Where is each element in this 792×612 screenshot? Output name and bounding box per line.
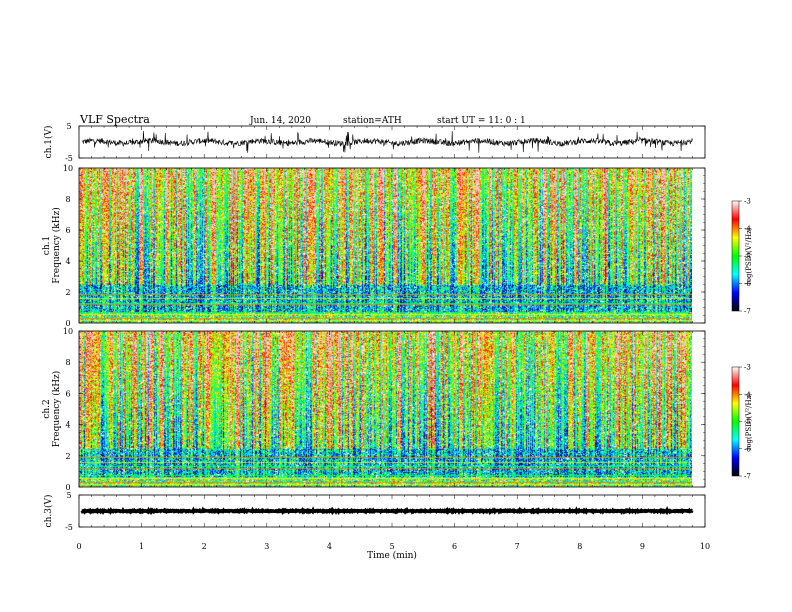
colorbar-label: log(PSD)(V²/Hz) [745, 393, 753, 450]
ch1-colorbar: -3 -4 -5 -6 -7 log(PSD)(V²/Hz) [731, 198, 753, 316]
xtick-label: 2 [202, 542, 207, 551]
start-time-label: start UT = 11: 0 : 1 [437, 116, 526, 126]
xtick-label: 4 [327, 542, 332, 551]
colorbar-tick-label: -5 [744, 253, 751, 261]
ytick-label: 4 [65, 257, 70, 266]
ch1-spectrogram-raster [79, 168, 692, 323]
xtick-label: 10 [700, 542, 710, 551]
ch3-waveform-ylabel: ch.3(V) [43, 495, 54, 528]
xaxis-label: Time (min) [367, 550, 417, 561]
colorbar-label: log(PSD)(V²/Hz) [745, 227, 753, 284]
ytick-label: 4 [65, 421, 70, 430]
xtick-label: 7 [515, 542, 520, 551]
ytick-label: 6 [65, 226, 70, 235]
ytick-label: -5 [65, 154, 73, 163]
xtick-label: 8 [577, 542, 582, 551]
xtick-label: 9 [640, 542, 645, 551]
ch1-spectrogram-panel: 0 2 4 6 8 10 ch.1 Frequency (kHz) [42, 164, 706, 328]
colorbar-tick-label: -3 [744, 198, 751, 206]
station-label: station=ATH [343, 116, 402, 126]
ch2-spectrogram-raster [79, 331, 692, 487]
colorbar-tick-label: -6 [744, 445, 751, 453]
colorbar-tick-label: -3 [744, 364, 751, 372]
ytick-label: 10 [63, 327, 73, 336]
ch2-colorbar: -3 -4 -5 -6 -7 log(PSD)(V²/Hz) [731, 364, 753, 481]
colorbar-tick-label: -5 [744, 418, 751, 426]
colorbar-scale [731, 200, 740, 312]
ch1-spectrogram-ylabel-channel: ch.1 [42, 236, 52, 255]
colorbar-scale [731, 366, 740, 477]
ytick-label: 5 [66, 122, 71, 131]
ytick-label: 2 [65, 288, 70, 297]
xtick-label: 6 [452, 542, 457, 551]
ytick-label: 0 [65, 483, 70, 492]
ytick-label: 6 [65, 389, 70, 398]
date-label: Jun. 14, 2020 [249, 116, 311, 126]
ytick-label: -5 [65, 523, 73, 532]
ytick-label: 8 [65, 358, 70, 367]
ytick-label: 2 [65, 452, 70, 461]
ch1-spectrogram-ylabel-frequency: Frequency (kHz) [51, 207, 62, 284]
ch1-waveform-trace [81, 130, 693, 153]
time-axis: 0 1 2 3 4 5 6 7 8 9 10 Time (min) [76, 542, 710, 561]
ch2-spectrogram-panel: 0 2 4 6 8 10 ch.2 Frequency (kHz) [42, 327, 706, 492]
ytick-label: 5 [66, 491, 71, 500]
ch1-waveform-ylabel: ch.1(V) [43, 126, 54, 159]
ch1-waveform-panel: 5 -5 ch.1(V) [43, 122, 706, 163]
colorbar-tick-label: -4 [744, 225, 751, 233]
colorbar-tick-label: -7 [744, 308, 751, 316]
figure-title: VLF Spectra [79, 113, 150, 126]
colorbar-tick-label: -6 [744, 280, 751, 288]
xtick-label: 0 [76, 542, 81, 551]
ytick-label: 8 [65, 195, 70, 204]
colorbar-tick-label: -4 [744, 391, 751, 399]
ytick-label: 10 [63, 164, 73, 173]
ch2-spectrogram-ylabel-channel: ch.2 [42, 399, 52, 418]
xtick-label: 5 [389, 542, 394, 551]
ch2-spectrogram-ylabel-frequency: Frequency (kHz) [51, 371, 62, 448]
xtick-label: 1 [139, 542, 144, 551]
ch3-waveform-trace [80, 506, 694, 516]
xtick-label: 3 [264, 542, 269, 551]
ytick-label: 0 [65, 319, 70, 328]
ch3-waveform-panel: 5 -5 ch.3(V) [43, 491, 706, 532]
colorbar-tick-label: -7 [744, 473, 751, 481]
